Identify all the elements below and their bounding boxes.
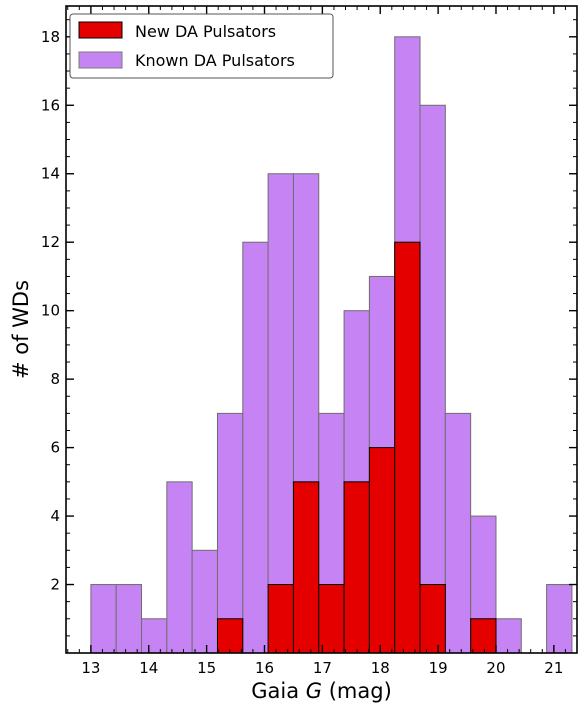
legend-frame (69, 13, 334, 79)
bar-known (166, 481, 193, 654)
legend-label-new: New DA Pulsators (135, 22, 276, 41)
bar-new (216, 618, 244, 654)
x-tick-label: 21 (544, 659, 563, 677)
x-tick-label: 19 (429, 659, 448, 677)
x-tick-label: 17 (313, 659, 332, 677)
bar-known (267, 173, 294, 654)
x-tick-label: 13 (81, 659, 100, 677)
bar-known (495, 618, 522, 654)
y-axis-label: # of WDs (9, 280, 33, 379)
bar-known (216, 412, 244, 654)
legend-label-known: Known DA Pulsators (135, 51, 295, 70)
bar-known (242, 241, 269, 654)
legend: New DA Pulsators Known DA Pulsators (69, 13, 334, 79)
bar-known (191, 549, 218, 654)
bar-known (419, 104, 446, 654)
bar-new (318, 584, 345, 654)
x-tick-label: 20 (486, 659, 505, 677)
bar-new (292, 481, 320, 654)
bar-known (444, 412, 472, 654)
bar-known (141, 618, 168, 654)
legend-swatch-new (78, 21, 123, 39)
y-tick-label: 18 (41, 28, 60, 46)
y-tick-label: 14 (41, 165, 60, 183)
x-axis-label: Gaia G (mag) (251, 679, 392, 703)
bar-new (267, 584, 294, 654)
bar-new (343, 481, 370, 654)
y-tick-label: 8 (50, 370, 60, 388)
y-tick-label: 12 (41, 233, 60, 251)
x-tick-label: 14 (139, 659, 158, 677)
bar-known (546, 584, 573, 654)
x-tick-label: 18 (371, 659, 390, 677)
x-tick-label: 15 (197, 659, 216, 677)
bar-new (470, 618, 497, 654)
new-series-bars (216, 241, 497, 654)
x-tick-label: 16 (255, 659, 274, 677)
y-tick-label: 16 (41, 96, 60, 114)
plot-frame (65, 5, 578, 654)
y-tick-label: 6 (50, 439, 60, 457)
bar-known (115, 584, 143, 654)
bar-new (368, 447, 396, 654)
bar-known (90, 584, 117, 654)
bar-new (394, 241, 421, 654)
legend-swatch-known (78, 51, 123, 69)
y-tick-label: 10 (41, 302, 60, 320)
y-tick-label: 2 (50, 576, 60, 594)
bar-new (419, 584, 446, 654)
y-tick-label: 4 (50, 507, 60, 525)
